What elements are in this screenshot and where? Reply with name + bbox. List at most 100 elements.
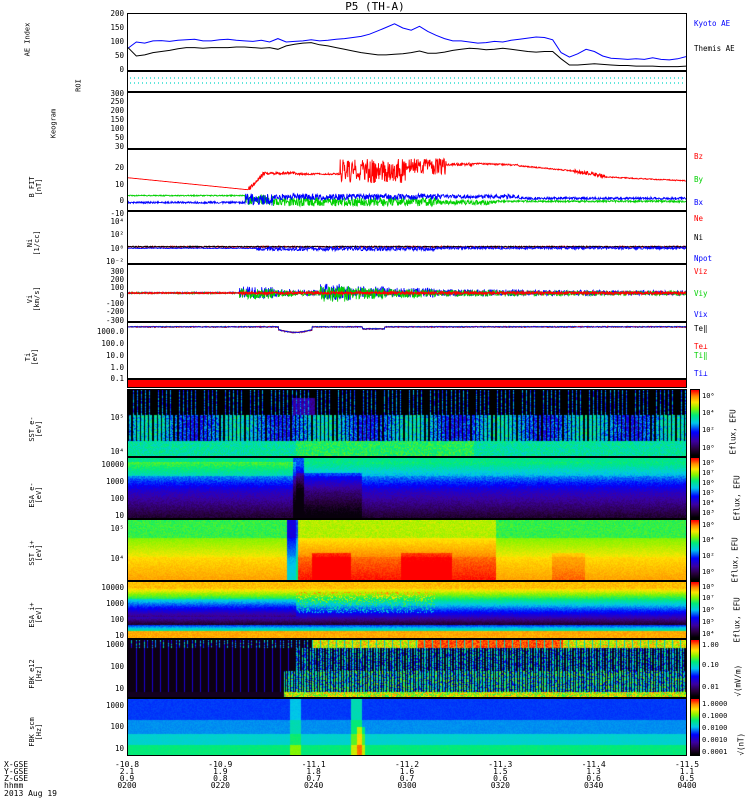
ytick-keo-100: 100 (110, 124, 124, 133)
panel-esa-electron (127, 457, 687, 519)
ylabel-sst-ion: SST i+ [eV] (28, 523, 43, 583)
colorbar-esa-i-label-2: 10⁶ (702, 606, 715, 614)
ytick-ti-100: 100.0 (101, 339, 124, 348)
colorbar-esa-e-label-5: 10³ (702, 509, 715, 517)
colorbar-fbk-e-label-1: 0.10 (702, 661, 719, 669)
xaxis-tick-value: 0400 (677, 781, 697, 790)
xaxis-row-label-y-gse: Y-GSE (4, 767, 29, 776)
legend-themis-ae: Themis AE (694, 44, 735, 53)
xaxis-tick-value: 0.7 (399, 774, 415, 783)
ylabel-ae-index: AE Index (23, 22, 32, 57)
xaxis-tick-value: 0.9 (119, 774, 135, 783)
xaxis-row-label-hhmm: hhmm (4, 781, 24, 790)
ytick-ni-1e4: 10⁴ (110, 217, 124, 226)
colorbar-sst-i-label-1: 10⁴ (702, 536, 715, 544)
colorbar-fbk-b-title: √(nT) (736, 732, 746, 756)
panel-sst-ion (127, 519, 687, 581)
ylabel-keogram: Keogram (49, 108, 58, 139)
ytick-ae-100: 100 (110, 37, 124, 46)
ytick-esai-100: 100 (110, 615, 124, 624)
colorbar-fbk-e-title: √(mV/m) (733, 664, 743, 697)
ytick-ae-200: 200 (110, 9, 124, 18)
xaxis-tick-value: 1.1 (679, 767, 695, 776)
colorbar-sst-ion (690, 519, 700, 581)
xaxis-tick-value: 0200 (117, 781, 137, 790)
xaxis-tick-column: -11.5 1.1 0.5 0400 (661, 761, 713, 790)
ytick-esae-100: 100 (110, 494, 124, 503)
ytick-keo-50: 50 (114, 133, 124, 142)
ytick-b-10: 10 (114, 180, 124, 189)
ytick-ssti-1e4: 10⁴ (110, 554, 124, 563)
colorbar-fbk-b-label-3: 0.0010 (702, 736, 728, 744)
xaxis-tick-value: -11.3 (488, 760, 513, 769)
colorbar-esa-e-label-1: 10⁷ (702, 469, 715, 477)
colorbar-sst-e-label-0: 10⁶ (702, 392, 715, 400)
legend-bz: Bz (694, 152, 704, 161)
colorbar-esa-e-label-3: 10⁵ (702, 489, 715, 497)
ytick-fbkb-100: 100 (110, 722, 124, 731)
ytick-ti-10: 10.0 (105, 351, 124, 360)
colorbar-sst-i-title: Eflux, EFU (730, 537, 740, 583)
xaxis-tick-value: 0340 (584, 781, 604, 790)
colorbar-fbk-e-label-2: 0.01 (702, 683, 719, 691)
ytick-ti-1000: 1000.0 (96, 327, 124, 336)
ytick-fbke-10: 10 (114, 684, 124, 693)
ytick-esai-10000: 10000 (101, 583, 124, 592)
ytick-esae-10: 10 (114, 511, 124, 520)
ytick-ti-1: 1.0 (110, 363, 124, 372)
panel-keogram (127, 92, 687, 149)
xaxis-tick-column: -11.1 1.8 0.7 0240 (288, 760, 340, 790)
panel-sst-electron (127, 389, 687, 457)
colorbar-esa-e-label-4: 10⁴ (702, 499, 715, 507)
ytick-ae-50: 50 (114, 51, 124, 60)
ytick-sste-1e5: 10⁵ (110, 413, 124, 422)
ylabel-fbk-scm: FBK scm [Hz] (28, 702, 43, 762)
colorbar-sst-e-label-1: 10⁴ (702, 409, 715, 417)
colorbar-sst-i-label-3: 10⁰ (702, 568, 715, 576)
colorbar-fbk-e-label-0: 1.00 (702, 641, 719, 649)
ylabel-esa-electron: ESA e- [eV] (28, 465, 43, 525)
xaxis-tick-value: 0320 (490, 781, 510, 790)
xaxis-tick-value: 0.6 (586, 774, 601, 783)
ytick-ae-150: 150 (110, 23, 124, 32)
ytick-v-0: 0 (119, 291, 124, 300)
xaxis-row-label-x-gse: X-GSE (4, 760, 29, 769)
colorbar-sst-i-label-2: 10² (702, 552, 715, 560)
ytick-esae-10000: 10000 (101, 460, 124, 469)
xaxis-tick-value: 0220 (210, 781, 230, 790)
ylabel-vi: Vi [km/s] (26, 269, 41, 329)
panel-ae-index (127, 13, 687, 71)
panel-fbk-e12 (127, 639, 687, 698)
xaxis-tick-value: -11.2 (394, 760, 420, 769)
ylabel-ni-line2: [1/cc] (33, 230, 41, 256)
xaxis-tick-value: -10.9 (208, 760, 233, 769)
xaxis-tick-value: 1.8 (306, 767, 321, 776)
xaxis-tick-value: 1.6 (399, 767, 415, 776)
xaxis-row-label-z-gse: Z-GSE (4, 774, 29, 783)
ylabel-sst-i-line2: [eV] (35, 544, 43, 562)
colorbar-esa-i-label-1: 10⁷ (702, 594, 715, 602)
xaxis-tick-value: -11.1 (301, 760, 326, 769)
xaxis-tick-value: -11.4 (581, 760, 606, 769)
colorbar-fbk-b-label-2: 0.0100 (702, 724, 728, 732)
xaxis-tick-column: -10.8 2.1 0.9 0200 (101, 761, 153, 790)
ytick-fbkb-1000: 1000 (105, 701, 124, 710)
colorbar-esa-i-label-4: 10⁴ (702, 630, 715, 638)
xaxis-tick-value: 0.8 (213, 774, 228, 783)
ytick-ni-1e-2: 10⁻² (105, 257, 124, 266)
ylabel-ti-line2: [eV] (31, 348, 39, 366)
ytick-ssti-1e5: 10⁵ (110, 524, 124, 533)
ylabel-esa-e-line2: [eV] (35, 486, 43, 504)
xaxis-tick-column: -11.4 1.3 0.6 0340 (568, 760, 620, 790)
ytick-esai-1000: 1000 (105, 599, 124, 608)
colorbar-fbk-b-label-0: 1.0000 (702, 700, 728, 708)
ytick-esae-1000: 1000 (105, 477, 124, 486)
colorbar-fbk-b-label-1: 0.1000 (702, 712, 728, 720)
xaxis-tick-value: 0300 (397, 781, 417, 790)
colorbar-esa-i-title: Eflux, EFU (732, 597, 742, 643)
ytick-keo-150: 150 (110, 115, 124, 124)
ytick-b-0: 0 (119, 196, 124, 205)
ytick-v-neg200: -200 (105, 307, 124, 316)
ytick-b-neg10: -10 (110, 209, 124, 218)
colorbar-esa-ion (690, 581, 700, 639)
